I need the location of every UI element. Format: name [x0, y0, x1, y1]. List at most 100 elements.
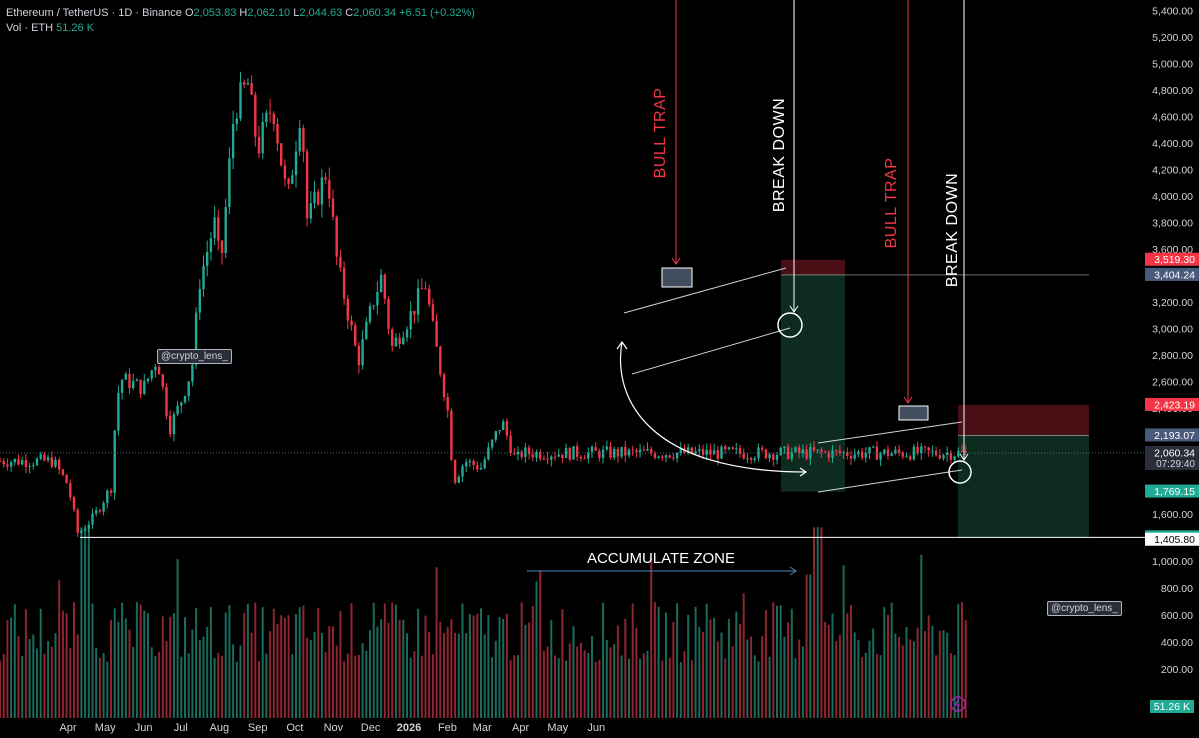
candle-body [0, 461, 2, 462]
candle-body [72, 497, 76, 510]
candle-body [609, 446, 612, 458]
candle-body [453, 460, 457, 483]
candle-body [146, 378, 150, 382]
candle-body [816, 449, 819, 451]
volume-bar [409, 657, 412, 718]
candle-body [701, 449, 705, 456]
volume-bar [76, 634, 79, 718]
volume-bar [887, 614, 889, 718]
candle-body [46, 457, 50, 461]
volume-bar [187, 653, 190, 718]
volume-bar [713, 617, 716, 718]
volume-bar [243, 613, 246, 718]
volume-bar [272, 608, 275, 718]
volume-value: 51.26 K [56, 22, 95, 34]
candle-body [313, 191, 316, 204]
candle-body [446, 397, 449, 411]
volume-bar [468, 614, 471, 718]
volume-bar [942, 630, 945, 718]
price-label-text: 1,769.15 [1154, 486, 1195, 498]
volume-bar [835, 640, 838, 718]
candle-body [953, 456, 956, 460]
candle-body [916, 446, 919, 454]
volume-bar [350, 603, 353, 718]
candle-body [416, 288, 420, 315]
candle-body [531, 454, 534, 458]
x-tick-label: Aug [209, 722, 229, 734]
volume-bar [572, 626, 575, 718]
candle-body [354, 325, 357, 346]
volume-bar [616, 625, 619, 718]
volume-bar [498, 617, 501, 718]
lightning-icon [950, 696, 966, 712]
volume-bar [591, 635, 593, 718]
candle-body [157, 366, 161, 375]
candle-body [191, 364, 194, 382]
candle-body [487, 447, 490, 460]
candle-body [694, 451, 697, 454]
volume-bar [339, 610, 342, 718]
candle-body [420, 288, 423, 290]
candle-body [194, 312, 198, 365]
volume-bar [87, 527, 90, 718]
candle-body [635, 450, 638, 453]
candle-body [712, 450, 716, 455]
candle-body [590, 446, 594, 453]
volume-bar [868, 640, 871, 718]
volume-bar [465, 633, 468, 718]
volume-bar [80, 527, 83, 718]
volume-bar [735, 611, 738, 718]
candle-body [731, 447, 734, 449]
x-tick-label: May [547, 722, 568, 734]
candle-body [176, 405, 179, 415]
volume-bar [957, 603, 960, 718]
volume-bar [816, 527, 819, 718]
volume-bar [402, 619, 405, 718]
volume-bar [646, 650, 649, 718]
volume-bar [875, 653, 878, 718]
volume-bar [613, 644, 616, 718]
candle-body [753, 458, 756, 460]
candle-body [139, 379, 142, 394]
candle-body [883, 449, 886, 454]
volume-bar [624, 618, 627, 718]
volume-bar [709, 619, 712, 718]
volume-bar [801, 646, 804, 718]
volume-bar [332, 626, 334, 718]
volume-bar [361, 643, 364, 718]
candle-body [165, 386, 168, 417]
volume-bar [383, 603, 386, 718]
candle-body [409, 310, 412, 330]
candle-body [335, 216, 338, 257]
candle-body [250, 83, 253, 95]
candle-body [598, 450, 601, 459]
candle-body [283, 165, 287, 179]
annotation-label: BREAK DOWN [944, 173, 961, 287]
candle-body [54, 459, 57, 467]
volume-bar [269, 631, 272, 718]
candle-body [620, 446, 623, 457]
price-label-box [1145, 446, 1199, 471]
x-tick-label: Jun [135, 722, 153, 734]
candle-body [890, 453, 893, 456]
volume-bar [831, 613, 834, 718]
volume-bar [161, 616, 164, 718]
y-tick-label: 5,400.00 [1152, 6, 1193, 18]
volume-bar [472, 615, 475, 718]
arrow-head [789, 305, 799, 313]
volume-bar [838, 634, 841, 718]
x-tick-label: 2026 [397, 722, 421, 734]
candle-body [576, 446, 579, 457]
candle-body [675, 452, 679, 459]
y-tick-label: 4,200.00 [1152, 165, 1193, 177]
volume-bar [872, 628, 875, 718]
candle-body [872, 446, 875, 448]
candle-body [805, 449, 808, 459]
volume-bar [724, 658, 727, 718]
y-tick-label: 1,600.00 [1152, 509, 1193, 521]
volume-bar [879, 655, 882, 718]
volume-bar [102, 652, 105, 718]
volume-bar [298, 607, 301, 718]
candle-body [383, 274, 386, 299]
